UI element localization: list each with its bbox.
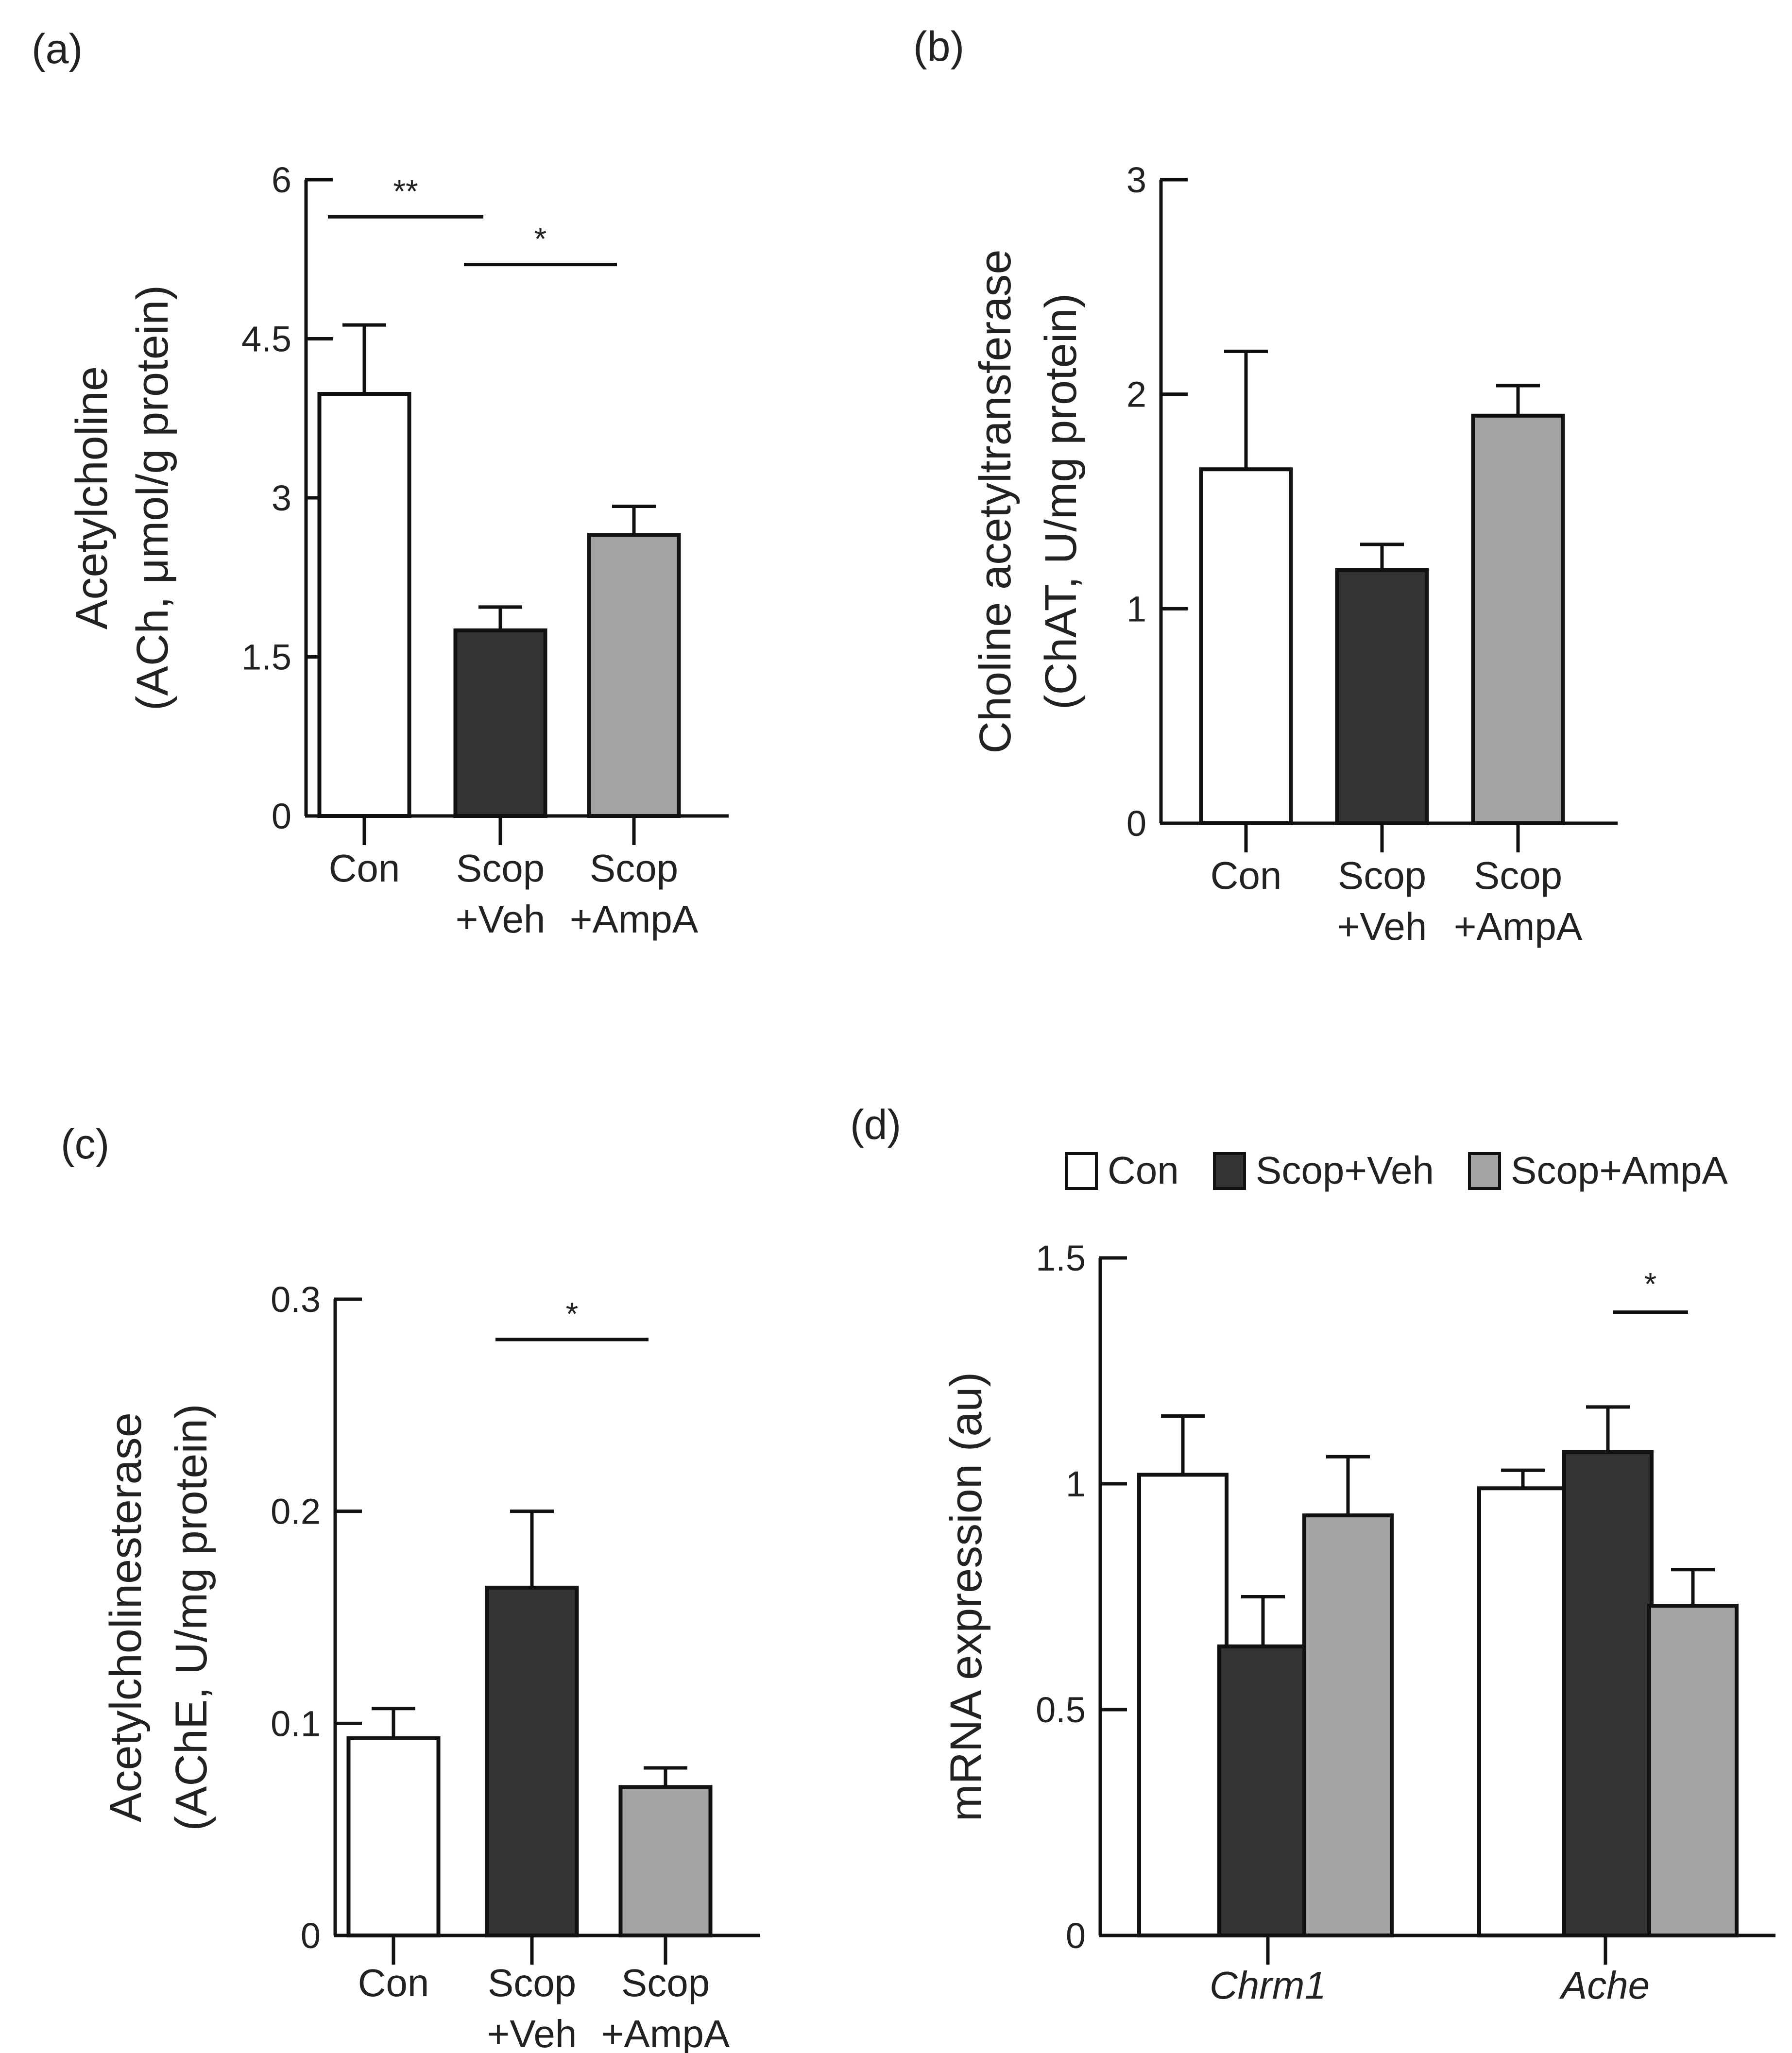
significance-label: **	[393, 173, 418, 209]
x-category-label: +Veh	[1337, 905, 1427, 948]
bar-scopveh-chrm1	[1217, 1644, 1309, 1938]
y-tick-label: 0	[1126, 803, 1146, 844]
x-category-label: Scop	[488, 1961, 576, 2004]
bar-scopampa-chrm1	[1302, 1513, 1394, 1938]
bar-scopampa	[618, 1785, 713, 1937]
significance-label: *	[1644, 1266, 1657, 1302]
x-category-label: +AmpA	[570, 898, 699, 941]
y-tick-label: 0.5	[1036, 1690, 1086, 1730]
bar-scopveh	[485, 1585, 579, 1938]
x-category-label: Scop	[590, 847, 678, 890]
y-axis-title: (ChAT, U/mg protein)	[1036, 293, 1086, 710]
y-axis-title: Choline acetyltransferase	[971, 249, 1020, 753]
bar-con-ache	[1477, 1486, 1569, 1938]
x-category-label: Scop	[456, 847, 545, 890]
x-category-label: +Veh	[487, 2012, 577, 2053]
significance-label: *	[566, 1296, 579, 1332]
legend-swatch	[1213, 1152, 1246, 1190]
panel-label: (d)	[850, 1102, 901, 1148]
y-tick-label: 3	[272, 478, 291, 518]
bar-scopampa	[587, 533, 681, 818]
panel-d: (d) 0 0.5 1 1.5 mRNA expression (au) Chrm1 Ache…	[850, 1102, 1775, 2007]
x-category-label: Scop	[1338, 854, 1426, 897]
x-category-label: Scop	[1474, 854, 1562, 897]
y-tick-label: 0.1	[271, 1703, 321, 1744]
panel-a: (a) 0 1.5 3 4.5 6 Acetylcholine (ACh, μmol/g pr…	[32, 26, 729, 941]
bar-scopveh-ache	[1562, 1450, 1654, 1937]
bar-scopampa	[1471, 413, 1565, 825]
x-category-label: Con	[358, 1961, 429, 2004]
x-category-label: Con	[1211, 854, 1282, 897]
y-tick-label: 1	[1126, 589, 1146, 629]
y-axis-title: (AChE, U/mg protein)	[167, 1404, 216, 1831]
panel-label: (a)	[32, 26, 83, 72]
y-tick-label: 0.3	[271, 1279, 321, 1320]
bar-scopveh	[1335, 568, 1429, 826]
y-tick-label: 1.5	[241, 637, 291, 678]
y-tick-label: 0.2	[271, 1492, 321, 1532]
x-group-label: Chrm1	[1210, 1964, 1326, 2007]
bar-con	[1199, 467, 1293, 825]
y-axis-title: (ACh, μmol/g protein)	[128, 285, 177, 711]
x-category-label: +AmpA	[601, 2012, 730, 2053]
y-tick-label: 0	[301, 1916, 321, 1956]
x-category-label: +AmpA	[1454, 905, 1583, 948]
y-axis-title: Acetylcholine	[67, 366, 117, 629]
bar-scopampa-ache	[1647, 1604, 1739, 1938]
bar-scopveh	[453, 628, 547, 818]
x-category-label: +Veh	[456, 898, 546, 941]
y-axis-title: mRNA expression (au)	[941, 1372, 991, 1821]
x-category-label: Scop	[621, 1961, 710, 2004]
legend-label: Scop+Veh	[1256, 1149, 1434, 1192]
x-group-label: Ache	[1559, 1964, 1650, 2007]
y-tick-label: 6	[272, 160, 291, 200]
y-tick-label: 4.5	[241, 319, 291, 359]
significance-label: *	[534, 221, 547, 257]
legend-label: Con	[1108, 1149, 1179, 1192]
panel-b: (b) 0 1 2 3 Choline acetyltransferase (ChAT, U…	[913, 23, 1618, 948]
bar-con	[317, 392, 411, 818]
legend-label: Scop+AmpA	[1511, 1149, 1728, 1192]
bar-con	[346, 1736, 441, 1937]
y-tick-label: 2	[1126, 374, 1146, 415]
y-axis-title: Acetylcholinesterase	[101, 1412, 151, 1822]
panel-label: (c)	[61, 1121, 109, 1168]
panel-c: (c) 0 0.1 0.2 0.3 Acetylcholinesterase (AChE, …	[61, 1121, 760, 2053]
panel-label: (b)	[913, 23, 964, 70]
y-tick-label: 1	[1066, 1464, 1086, 1504]
legend-swatch	[1468, 1152, 1501, 1190]
y-tick-label: 0	[272, 796, 291, 836]
y-tick-label: 0	[1066, 1916, 1086, 1956]
y-tick-label: 1.5	[1036, 1238, 1086, 1278]
y-tick-label: 3	[1126, 160, 1146, 200]
legend-swatch	[1065, 1152, 1098, 1190]
x-category-label: Con	[329, 847, 400, 890]
bar-con-chrm1	[1137, 1473, 1229, 1937]
